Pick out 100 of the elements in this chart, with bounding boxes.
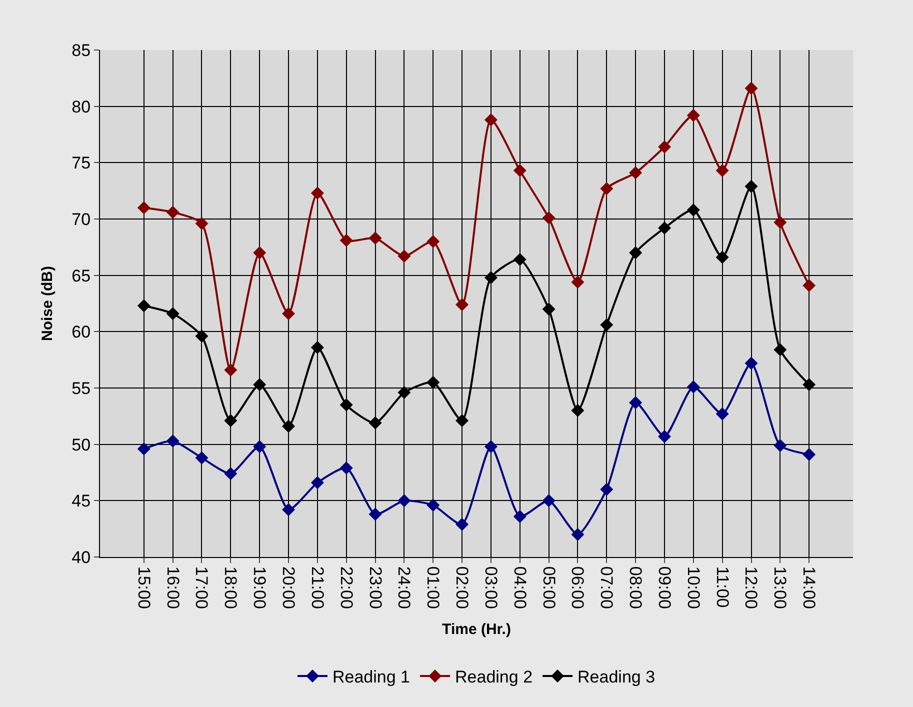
point bbox=[253, 378, 266, 392]
point bbox=[571, 276, 584, 289]
point bbox=[744, 356, 758, 370]
point bbox=[253, 246, 266, 260]
x-tick-label: 05:00 bbox=[539, 566, 558, 609]
point bbox=[398, 250, 411, 263]
point bbox=[716, 250, 729, 264]
y-tick-label: 80 bbox=[72, 97, 91, 116]
point bbox=[426, 235, 440, 248]
point bbox=[340, 398, 353, 412]
point bbox=[368, 232, 382, 245]
point bbox=[686, 203, 700, 216]
point bbox=[513, 164, 526, 178]
point bbox=[484, 271, 498, 284]
x-axis-title: Time (Hr.) bbox=[442, 620, 511, 638]
point bbox=[224, 467, 238, 480]
x-tick-label: 13:00 bbox=[770, 566, 790, 609]
y-tick-label: 75 bbox=[72, 154, 91, 173]
point bbox=[426, 376, 440, 389]
x-tick-label: 02:00 bbox=[452, 566, 472, 609]
point bbox=[600, 318, 614, 332]
point bbox=[426, 498, 440, 512]
x-tick-label: 23:00 bbox=[366, 566, 385, 609]
point bbox=[137, 299, 150, 312]
point bbox=[166, 434, 180, 448]
x-tick-label: 09:00 bbox=[654, 566, 674, 609]
point bbox=[310, 340, 324, 354]
point bbox=[744, 82, 758, 95]
point bbox=[686, 108, 700, 122]
x-tick-label: 24:00 bbox=[394, 566, 414, 609]
point bbox=[658, 430, 671, 443]
point bbox=[456, 298, 469, 312]
point bbox=[137, 201, 150, 214]
y-tick-label: 85 bbox=[72, 40, 91, 60]
point bbox=[166, 206, 180, 219]
point bbox=[137, 442, 150, 456]
point bbox=[658, 140, 671, 154]
point bbox=[166, 307, 180, 320]
point bbox=[774, 343, 787, 356]
x-tick-label: 11:00 bbox=[712, 566, 732, 608]
x-tick-label: 21:00 bbox=[308, 566, 327, 609]
point bbox=[398, 494, 411, 508]
point bbox=[484, 113, 498, 126]
point bbox=[774, 438, 787, 452]
x-tick-label: 15:00 bbox=[134, 566, 154, 609]
point bbox=[716, 164, 729, 178]
x-tick-label: 12:00 bbox=[742, 566, 761, 609]
y-tick-label: 70 bbox=[72, 210, 91, 229]
y-tick-label: 55 bbox=[72, 378, 91, 398]
x-tick-label: 14:00 bbox=[800, 566, 819, 609]
point bbox=[571, 404, 584, 418]
x-tick-label: 03:00 bbox=[481, 566, 500, 609]
x-tick-label: 07:00 bbox=[597, 566, 616, 609]
x-tick-label: 04:00 bbox=[510, 566, 530, 609]
x-tick-label: 16:00 bbox=[163, 566, 182, 609]
point bbox=[398, 386, 411, 400]
point bbox=[456, 518, 469, 531]
point bbox=[310, 186, 324, 200]
x-tick-label: 10:00 bbox=[684, 566, 703, 609]
x-tick-label: 06:00 bbox=[568, 566, 588, 609]
y-tick-label: 50 bbox=[72, 435, 91, 454]
point bbox=[513, 253, 526, 266]
point bbox=[195, 217, 208, 230]
x-tick-label: 20:00 bbox=[278, 566, 298, 609]
point bbox=[195, 330, 208, 343]
point bbox=[484, 440, 498, 454]
point bbox=[542, 494, 556, 508]
point bbox=[629, 396, 642, 410]
point bbox=[224, 363, 238, 376]
point bbox=[774, 216, 787, 229]
point bbox=[686, 380, 700, 394]
point bbox=[340, 234, 353, 247]
x-tick-label: 01:00 bbox=[424, 566, 443, 609]
point bbox=[571, 528, 584, 541]
point bbox=[224, 414, 238, 428]
point bbox=[744, 180, 758, 193]
point bbox=[542, 211, 556, 224]
x-tick-label: 17:00 bbox=[192, 566, 212, 609]
x-tick-label: 18:00 bbox=[221, 566, 240, 609]
point bbox=[368, 416, 382, 430]
point bbox=[456, 414, 469, 428]
point bbox=[340, 461, 353, 474]
point bbox=[310, 476, 324, 490]
point bbox=[513, 510, 526, 523]
point bbox=[600, 182, 614, 196]
point bbox=[716, 407, 729, 420]
point bbox=[802, 448, 816, 461]
point bbox=[282, 503, 296, 516]
point bbox=[600, 482, 614, 496]
point bbox=[629, 246, 642, 260]
y-tick-label: 45 bbox=[72, 492, 91, 511]
point bbox=[282, 307, 296, 320]
point bbox=[195, 451, 208, 464]
y-axis-title: Noise (dB) bbox=[38, 266, 56, 341]
point bbox=[658, 222, 671, 235]
x-tick-label: 22:00 bbox=[336, 566, 356, 609]
point bbox=[253, 440, 266, 454]
point bbox=[368, 508, 382, 521]
point bbox=[629, 166, 642, 180]
y-tick-label: 65 bbox=[72, 266, 91, 286]
